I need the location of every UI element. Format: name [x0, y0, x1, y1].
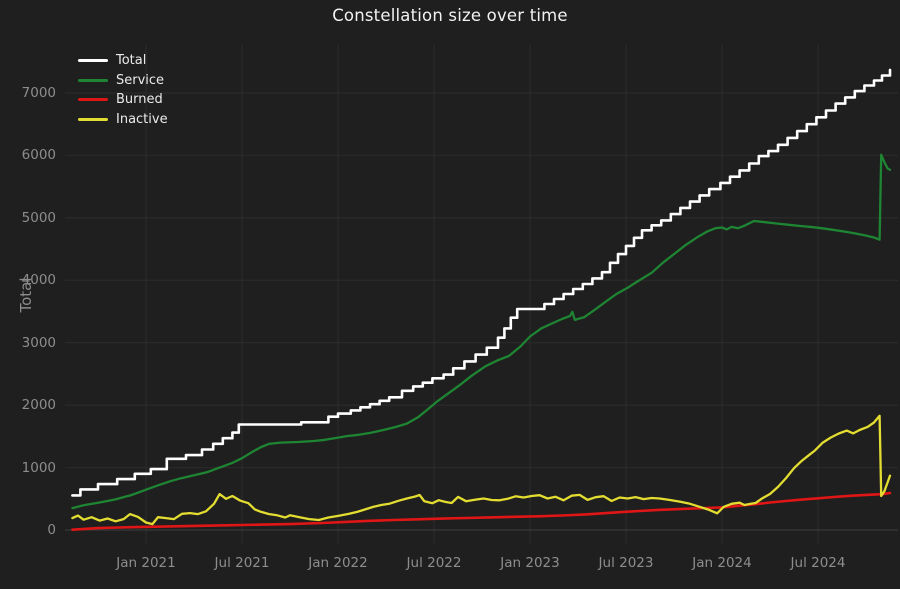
y-tick-label: 6000 — [21, 147, 56, 164]
x-tick-label: Jan 2021 — [116, 555, 176, 571]
series-line-inactive — [71, 414, 892, 526]
legend-item-burned[interactable]: Burned — [78, 90, 168, 110]
y-axis-title: Total — [17, 277, 35, 313]
y-tick-label: 4000 — [21, 272, 56, 289]
x-tick-label: Jan 2022 — [308, 555, 368, 571]
y-tick-label: 2000 — [21, 397, 56, 414]
y-tick-label: 7000 — [21, 85, 56, 101]
legend-swatch-burned — [78, 98, 108, 102]
y-tick-label: 1000 — [21, 459, 56, 476]
x-tick-label: Jul 2022 — [406, 555, 462, 571]
legend: Total Service Burned Inactive — [78, 51, 168, 129]
y-tick-label: 3000 — [21, 334, 56, 351]
x-tick-label: Jul 2024 — [790, 555, 846, 571]
y-tick-label: 0 — [47, 522, 56, 538]
legend-swatch-service — [78, 78, 108, 82]
series-line-burned — [71, 491, 892, 531]
legend-label: Service — [116, 72, 165, 88]
legend-item-inactive[interactable]: Inactive — [78, 110, 168, 130]
x-tick-label: Jan 2024 — [692, 555, 752, 571]
legend-item-service[interactable]: Service — [78, 71, 168, 91]
legend-label: Burned — [116, 92, 163, 108]
legend-label: Total — [116, 53, 147, 69]
legend-swatch-inactive — [78, 117, 108, 121]
legend-swatch-total — [78, 59, 108, 63]
legend-label: Inactive — [116, 111, 168, 127]
legend-item-total[interactable]: Total — [78, 51, 168, 71]
series-line-service — [71, 153, 892, 510]
x-tick-label: Jan 2023 — [500, 555, 560, 571]
y-tick-label: 5000 — [21, 209, 56, 226]
series-line-total — [71, 68, 892, 497]
x-tick-label: Jul 2021 — [214, 555, 270, 571]
x-tick-label: Jul 2023 — [598, 555, 654, 571]
chart-title: Constellation size over time — [332, 6, 568, 25]
